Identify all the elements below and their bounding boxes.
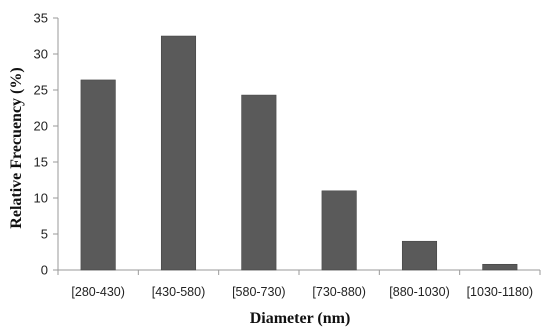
y-tick-label: 15	[34, 155, 48, 170]
bar-5	[401, 240, 438, 271]
x-tick-label: [880-1030)	[389, 285, 449, 299]
y-tick-label: 5	[41, 227, 48, 242]
bar-1	[80, 79, 116, 271]
x-tick-label: [430-580)	[152, 285, 206, 299]
y-axis-title: Relative Frecuency (%)	[8, 67, 25, 228]
x-tick-label: [730-880)	[312, 285, 366, 299]
x-axis-title: Diameter (nm)	[250, 310, 351, 327]
y-tick-label: 20	[34, 119, 48, 134]
x-tick-label: [1030-1180)	[467, 285, 534, 299]
y-tick-label: 10	[34, 191, 48, 206]
bar-6	[482, 263, 518, 271]
bar-2	[160, 35, 197, 271]
x-tick-label: [580-730)	[232, 285, 286, 299]
x-tick-label: [280-430)	[71, 285, 125, 299]
y-tick-label: 25	[34, 83, 48, 98]
y-tick-label: 0	[41, 263, 48, 278]
x-axis: [280-430) [430-580) [580-730) [730-880) [880…	[57, 269, 541, 299]
bars	[80, 35, 518, 271]
y-axis: 0 5 10 15 20 25 30 35	[34, 11, 59, 278]
bar-3	[241, 94, 277, 271]
y-tick-label: 35	[34, 11, 48, 26]
y-tick-label: 30	[34, 47, 48, 62]
bar-4	[321, 190, 357, 271]
